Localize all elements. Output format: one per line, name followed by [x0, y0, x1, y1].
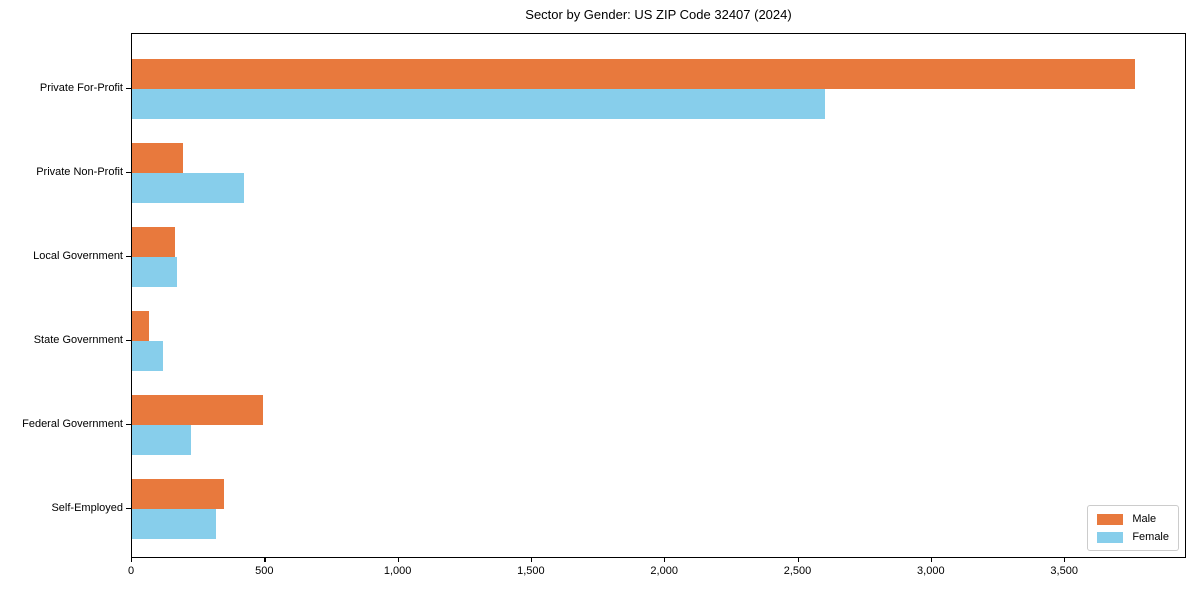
x-tick-mark	[264, 558, 266, 562]
x-tick-mark	[131, 558, 133, 562]
y-tick-mark	[126, 256, 131, 258]
chart-title: Sector by Gender: US ZIP Code 32407 (202…	[525, 7, 792, 22]
male-color-swatch	[1097, 513, 1124, 525]
bar-local-government-male	[132, 227, 175, 257]
y-axis-label-private-for-profit: Private For-Profit	[39, 82, 123, 94]
x-axis-tick-label: 1,500	[517, 565, 545, 577]
y-tick-mark	[126, 508, 131, 510]
bar-state-government-male	[132, 311, 150, 341]
y-axis-label-self-employed: Self-Employed	[51, 502, 123, 514]
x-tick-mark	[930, 558, 933, 562]
x-axis-tick-label: 500	[255, 565, 274, 577]
y-tick-mark	[126, 88, 131, 90]
legend: Male Female	[1087, 505, 1179, 551]
x-tick-mark	[797, 558, 799, 562]
legend-label-female: Female	[1132, 531, 1169, 543]
y-axis-label-state-government: State Government	[33, 334, 123, 346]
bar-private-non-profit-male	[132, 143, 183, 173]
bar-local-government-female	[132, 257, 178, 287]
x-axis-tick-label: 3,500	[1050, 565, 1078, 577]
bar-private-for-profit-female	[132, 89, 826, 119]
x-tick-mark	[397, 558, 399, 562]
x-axis-tick-label: 1,000	[383, 565, 412, 577]
y-axis-label-private-non-profit: Private Non-Profit	[36, 166, 123, 178]
x-axis-tick-label: 0	[127, 565, 135, 577]
bar-federal-government-male	[132, 395, 263, 425]
bar-private-non-profit-female	[132, 173, 244, 203]
x-tick-mark	[1064, 558, 1066, 562]
x-tick-mark	[530, 558, 533, 562]
legend-label-male: Male	[1132, 513, 1157, 525]
x-axis-tick-label: 3,000	[917, 565, 945, 577]
y-axis-label-local-government: Local Government	[33, 250, 123, 262]
y-tick-mark	[126, 172, 131, 174]
x-axis-tick-label: 2,500	[783, 565, 812, 577]
y-tick-mark	[126, 340, 131, 342]
bar-self-employed-male	[132, 479, 224, 509]
legend-entry-female: Female	[1097, 531, 1169, 543]
x-axis-tick-label: 2,000	[650, 565, 678, 577]
x-tick-mark	[664, 558, 666, 562]
bar-self-employed-female	[132, 509, 216, 539]
y-tick-mark	[126, 424, 131, 426]
bar-private-for-profit-male	[132, 59, 1135, 89]
plot-area: Male Female	[131, 33, 1186, 558]
bar-federal-government-female	[132, 425, 191, 455]
bar-state-government-female	[132, 341, 163, 371]
female-color-swatch	[1097, 531, 1124, 543]
legend-entry-male: Male	[1097, 513, 1169, 525]
y-axis-label-federal-government: Federal Government	[22, 418, 123, 430]
